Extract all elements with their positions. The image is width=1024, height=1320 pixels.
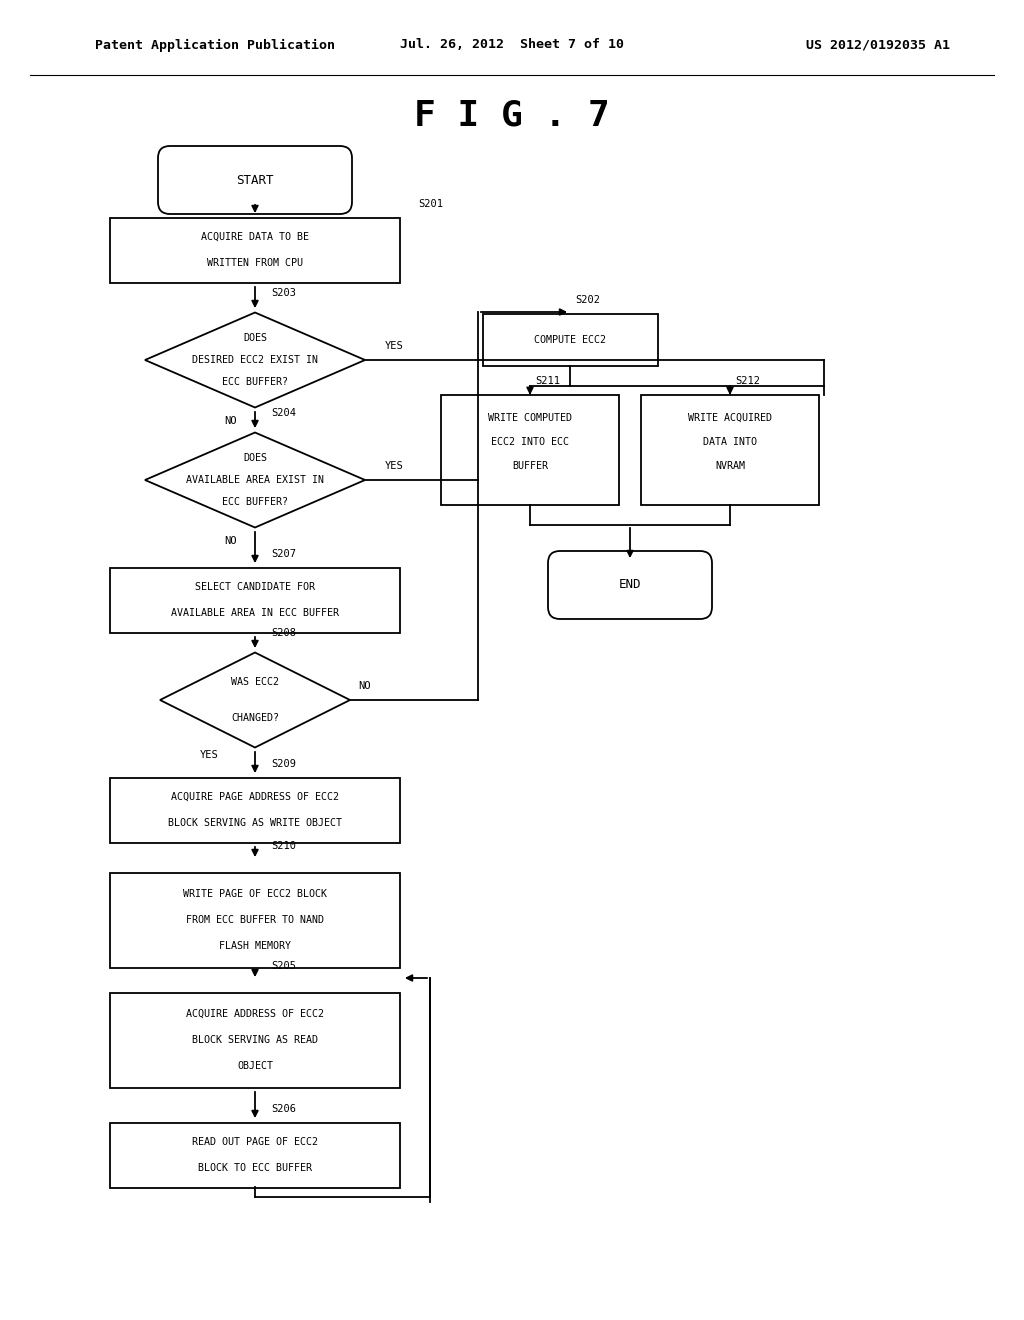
Text: S201: S201 [418, 199, 443, 209]
Text: WAS ECC2: WAS ECC2 [231, 677, 279, 686]
Text: S204: S204 [271, 408, 296, 418]
Text: READ OUT PAGE OF ECC2: READ OUT PAGE OF ECC2 [193, 1137, 318, 1147]
Bar [441, 395, 618, 506]
Text: OBJECT: OBJECT [237, 1061, 273, 1071]
Polygon shape [160, 652, 350, 747]
Text: BLOCK TO ECC BUFFER: BLOCK TO ECC BUFFER [198, 1163, 312, 1173]
Bar [110, 218, 400, 282]
Text: NO: NO [224, 536, 237, 546]
Text: BLOCK SERVING AS WRITE OBJECT: BLOCK SERVING AS WRITE OBJECT [168, 818, 342, 828]
Polygon shape [145, 313, 365, 408]
Text: F I G . 7: F I G . 7 [414, 98, 610, 132]
Text: S209: S209 [271, 759, 296, 770]
Bar [641, 395, 819, 506]
Bar [110, 993, 400, 1088]
Bar [110, 777, 400, 842]
Text: ECC2 INTO ECC: ECC2 INTO ECC [490, 437, 569, 447]
Text: US 2012/0192035 A1: US 2012/0192035 A1 [806, 38, 950, 51]
Text: START: START [237, 173, 273, 186]
Text: S203: S203 [271, 288, 296, 298]
Text: BUFFER: BUFFER [512, 461, 548, 471]
Text: DATA INTO: DATA INTO [703, 437, 757, 447]
Text: Jul. 26, 2012  Sheet 7 of 10: Jul. 26, 2012 Sheet 7 of 10 [400, 38, 624, 51]
Text: WRITE PAGE OF ECC2 BLOCK: WRITE PAGE OF ECC2 BLOCK [183, 888, 327, 899]
FancyBboxPatch shape [548, 550, 712, 619]
Text: COMPUTE ECC2: COMPUTE ECC2 [534, 335, 606, 345]
Bar [482, 314, 657, 366]
Bar [110, 873, 400, 968]
Text: SELECT CANDIDATE FOR: SELECT CANDIDATE FOR [195, 582, 315, 591]
Text: ACQUIRE DATA TO BE: ACQUIRE DATA TO BE [201, 232, 309, 242]
Text: BLOCK SERVING AS READ: BLOCK SERVING AS READ [193, 1035, 318, 1045]
Text: AVAILABLE AREA IN ECC BUFFER: AVAILABLE AREA IN ECC BUFFER [171, 609, 339, 618]
Text: Patent Application Publication: Patent Application Publication [95, 38, 335, 51]
Text: WRITTEN FROM CPU: WRITTEN FROM CPU [207, 257, 303, 268]
Text: ACQUIRE PAGE ADDRESS OF ECC2: ACQUIRE PAGE ADDRESS OF ECC2 [171, 792, 339, 803]
Text: WRITE ACQUIRED: WRITE ACQUIRED [688, 413, 772, 422]
Text: S206: S206 [271, 1104, 296, 1114]
Text: S211: S211 [535, 376, 560, 385]
Text: CHANGED?: CHANGED? [231, 713, 279, 723]
Text: AVAILABLE AREA EXIST IN: AVAILABLE AREA EXIST IN [186, 475, 324, 484]
Text: NVRAM: NVRAM [715, 461, 745, 471]
Text: ECC BUFFER?: ECC BUFFER? [222, 498, 288, 507]
Text: YES: YES [385, 461, 403, 471]
Text: ECC BUFFER?: ECC BUFFER? [222, 378, 288, 387]
Bar [110, 1122, 400, 1188]
Text: WRITE COMPUTED: WRITE COMPUTED [488, 413, 572, 422]
Text: S210: S210 [271, 841, 296, 851]
Text: S202: S202 [575, 294, 600, 305]
Text: S205: S205 [271, 961, 296, 972]
Text: NO: NO [224, 416, 237, 426]
Text: FROM ECC BUFFER TO NAND: FROM ECC BUFFER TO NAND [186, 915, 324, 925]
Text: DOES: DOES [243, 453, 267, 463]
Text: S207: S207 [271, 549, 296, 558]
Text: S212: S212 [735, 376, 760, 385]
Polygon shape [145, 433, 365, 528]
Text: ACQUIRE ADDRESS OF ECC2: ACQUIRE ADDRESS OF ECC2 [186, 1008, 324, 1019]
Text: S208: S208 [271, 628, 296, 638]
Text: YES: YES [385, 341, 403, 351]
Text: NO: NO [358, 681, 371, 690]
Text: DOES: DOES [243, 333, 267, 343]
FancyBboxPatch shape [158, 147, 352, 214]
Text: END: END [618, 578, 641, 591]
Text: DESIRED ECC2 EXIST IN: DESIRED ECC2 EXIST IN [193, 355, 318, 366]
Bar [110, 568, 400, 632]
Text: YES: YES [200, 750, 219, 760]
Text: FLASH MEMORY: FLASH MEMORY [219, 941, 291, 950]
